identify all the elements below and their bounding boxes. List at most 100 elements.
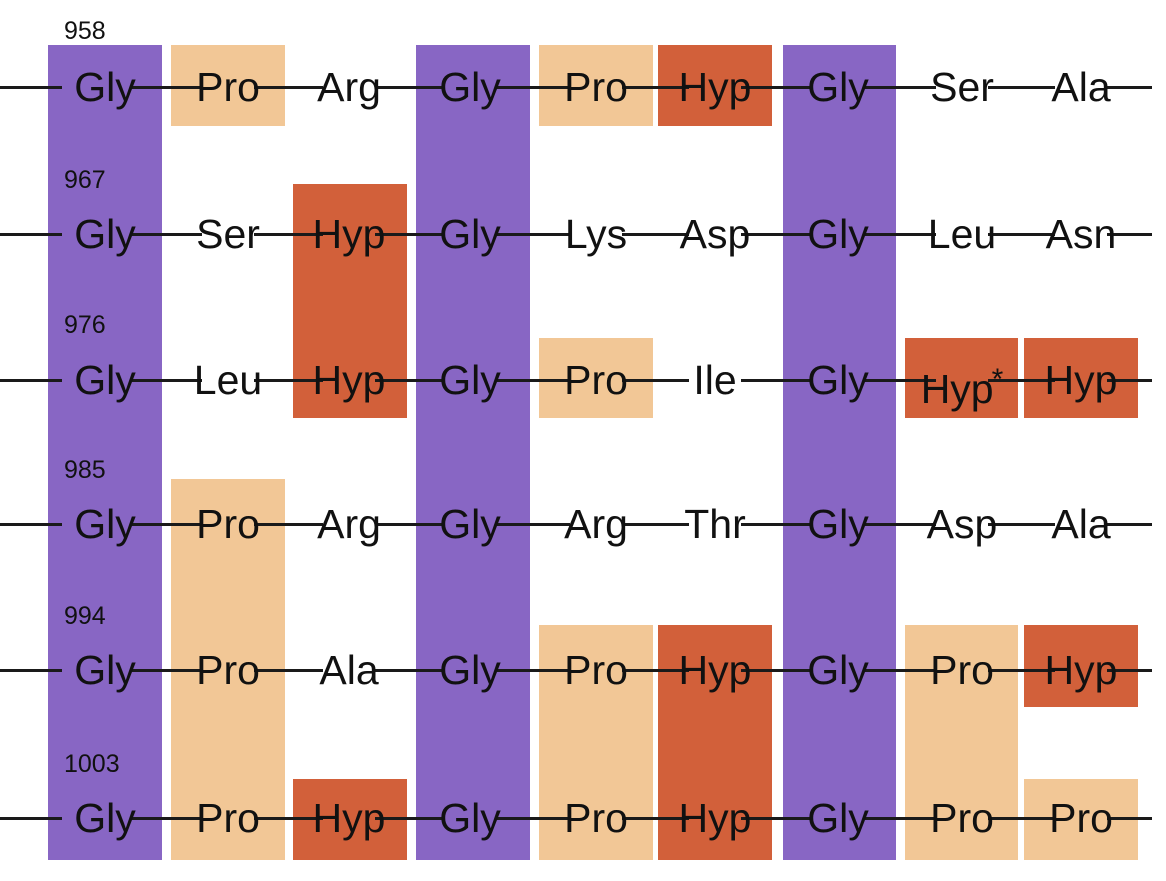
residue-gly: Gly	[47, 210, 163, 258]
peptide-bond-line	[0, 379, 62, 382]
peptide-bond-line	[0, 669, 62, 672]
residue-label: Lys	[564, 211, 628, 257]
peptide-bond-line	[988, 86, 1055, 89]
peptide-bond-line	[988, 233, 1055, 236]
residue-pro: Pro	[1023, 794, 1139, 842]
residue-label: Gly	[807, 795, 869, 841]
peptide-bond-line	[988, 523, 1055, 526]
peptide-bond-line	[741, 233, 812, 236]
peptide-bond-line	[741, 817, 812, 820]
hyp-block	[1024, 338, 1138, 418]
residue-label: Ala	[1051, 64, 1111, 110]
residue-label: Asp	[926, 501, 998, 547]
residue-pro: Pro	[538, 63, 654, 111]
residue-label: Arg	[317, 501, 381, 547]
peptide-bond-line	[1107, 233, 1152, 236]
gly-column-block	[416, 45, 530, 860]
residue-number: 967	[64, 166, 106, 194]
pro-block	[539, 625, 653, 860]
residue-label: Pro	[930, 795, 994, 841]
hyp-block	[905, 338, 1018, 418]
peptide-bond-line	[864, 233, 936, 236]
residue-hyp: Hyp	[291, 210, 407, 258]
residue-gly: Gly	[780, 646, 896, 694]
residue-gly: Gly	[412, 356, 528, 404]
peptide-bond-line	[496, 233, 570, 236]
residue-label: Gly	[74, 211, 136, 257]
peptide-bond-line	[1107, 86, 1152, 89]
residue-pro: Pro	[538, 646, 654, 694]
residue-label: Hyp	[920, 366, 994, 412]
pro-block	[171, 45, 285, 126]
peptide-bond-line	[622, 379, 689, 382]
residue-ile: Ile	[657, 356, 773, 404]
residue-gly: Gly	[412, 794, 528, 842]
residue-label: Gly	[807, 357, 869, 403]
residue-arg: Arg	[538, 500, 654, 548]
residue-label: Arg	[317, 64, 381, 110]
residue-label: Pro	[196, 501, 260, 547]
residue-number: 958	[64, 17, 106, 45]
asterisk-mark: *	[991, 363, 1004, 396]
peptide-bond-line	[988, 817, 1055, 820]
residue-label: Gly	[807, 501, 869, 547]
residue-label: Asp	[679, 211, 751, 257]
residue-label: Hyp	[678, 64, 752, 110]
residue-pro: Pro	[170, 646, 286, 694]
peptide-bond-line	[254, 233, 323, 236]
peptide-bond-line	[0, 233, 62, 236]
residue-label: Leu	[927, 211, 997, 257]
peptide-bond-line	[864, 669, 936, 672]
peptide-bond-line	[1107, 523, 1152, 526]
residue-ala: Ala	[1023, 500, 1139, 548]
residue-label: Gly	[74, 647, 136, 693]
hyp-block	[1024, 625, 1138, 707]
peptide-bond-line	[375, 86, 444, 89]
residue-gly: Gly	[780, 63, 896, 111]
peptide-bond-line	[864, 86, 936, 89]
residue-gly: Gly	[780, 794, 896, 842]
peptide-bond-line	[988, 669, 1055, 672]
residue-pro: Pro	[538, 356, 654, 404]
peptide-bond-line	[988, 379, 1055, 382]
residue-label: Hyp	[312, 211, 386, 257]
residue-arg: Arg	[291, 500, 407, 548]
residue-label: Gly	[439, 501, 501, 547]
residue-label: Pro	[196, 647, 260, 693]
hyp-block	[658, 625, 772, 860]
residue-label: Arg	[564, 501, 628, 547]
peptide-bond-line	[864, 523, 936, 526]
residue-label: Gly	[807, 647, 869, 693]
peptide-bond-line	[131, 233, 202, 236]
residue-pro: Pro	[170, 63, 286, 111]
residue-label: Gly	[439, 795, 501, 841]
gly-column-block	[48, 45, 162, 860]
peptide-bond-line	[375, 669, 444, 672]
residue-label: Pro	[564, 647, 628, 693]
peptide-bond-line	[622, 233, 689, 236]
peptide-bond-line	[0, 817, 62, 820]
peptide-bond-line	[496, 523, 570, 526]
peptide-bond-line	[375, 817, 444, 820]
residue-label: Pro	[564, 64, 628, 110]
residue-label: Gly	[807, 64, 869, 110]
residue-hyp: Hyp	[1023, 356, 1139, 404]
residue-label: Pro	[564, 357, 628, 403]
residue-asn: Asn	[1023, 210, 1139, 258]
peptide-bond-line	[0, 523, 62, 526]
residue-gly: Gly	[412, 63, 528, 111]
residue-number: 1003	[64, 750, 120, 778]
residue-label: Pro	[196, 64, 260, 110]
residue-label: Hyp	[1044, 647, 1118, 693]
residue-label: Gly	[807, 211, 869, 257]
peptide-bond-line	[741, 86, 812, 89]
residue-ser: Ser	[170, 210, 286, 258]
residue-label: Pro	[1049, 795, 1113, 841]
residue-gly: Gly	[780, 500, 896, 548]
residue-label: Gly	[439, 211, 501, 257]
residue-hyp: Hyp	[657, 794, 773, 842]
residue-label: Ser	[196, 211, 260, 257]
peptide-bond-line	[622, 669, 689, 672]
residue-label: Ala	[1051, 501, 1111, 547]
residue-pro: Pro	[904, 794, 1020, 842]
